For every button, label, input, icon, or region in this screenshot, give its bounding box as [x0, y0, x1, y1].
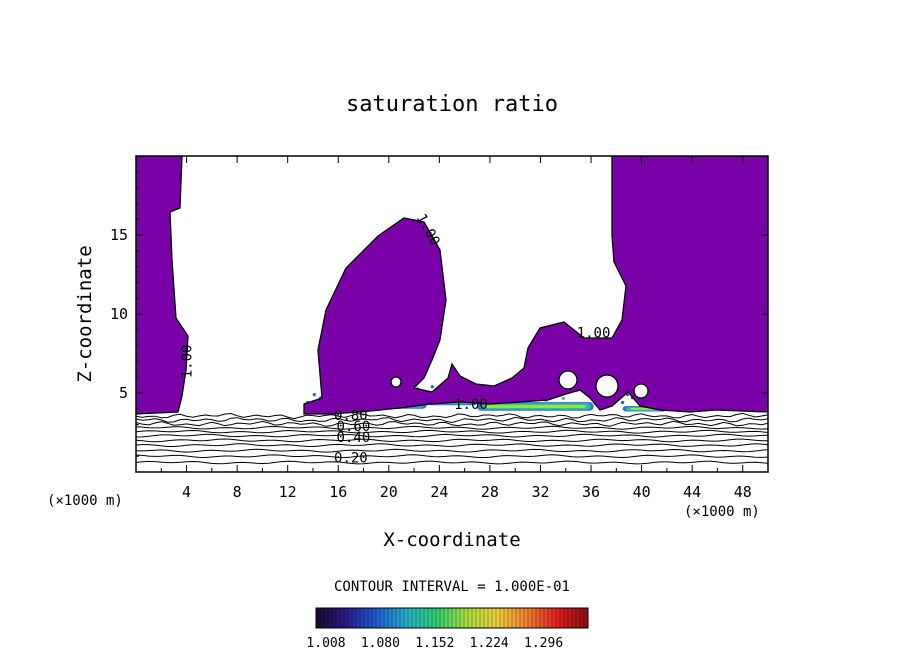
plot-area: 1.001.001.001.000.800.600.400.20 — [136, 156, 768, 467]
contour-line-6 — [136, 429, 768, 434]
colorbar-tick-label-4: 1.296 — [524, 636, 563, 651]
x-tick-label-5: 24 — [430, 483, 448, 501]
contour-label-5: 0.60 — [337, 419, 371, 435]
contour-line-3 — [136, 443, 768, 448]
chart-title: saturation ratio — [346, 92, 558, 117]
x-tick-label-0: 4 — [182, 483, 191, 501]
y-ticks: 5 10 15 — [110, 171, 768, 457]
x-tick-label-7: 32 — [531, 483, 549, 501]
colorbar: 1.008 1.080 1.152 1.224 1.296 — [306, 607, 589, 651]
y-tick-label-2: 15 — [110, 226, 128, 244]
contour-label-4: 0.80 — [334, 408, 368, 424]
saturation-band-4-3 — [484, 405, 586, 408]
contour-1-00-outlines — [136, 156, 768, 415]
saturation-speck — [430, 385, 434, 389]
contour-lines — [136, 412, 768, 465]
x-tick-label-1: 8 — [233, 483, 242, 501]
contour-label-6: 0.40 — [337, 430, 371, 446]
x-axis-title: X-coordinate — [383, 529, 520, 551]
colorbar-tick-label-2: 1.152 — [415, 636, 454, 651]
contour-line-0 — [136, 460, 768, 465]
saturation-speck — [561, 396, 565, 401]
contour-label-0: 1.00 — [180, 345, 196, 379]
x-tick-label-11: 48 — [734, 483, 752, 501]
x-tick-label-10: 44 — [683, 483, 701, 501]
contour-line-4 — [136, 438, 768, 443]
y-tick-label-0: 5 — [119, 384, 128, 402]
colorbar-stripes — [319, 608, 585, 628]
x-ticks: 4 8 12 16 20 24 28 32 36 40 44 48 — [160, 156, 752, 501]
contour-label-2: 1.00 — [577, 326, 611, 342]
contour-label-3: 1.00 — [454, 397, 488, 413]
saturation-speck — [312, 393, 316, 397]
contour-line-8 — [136, 420, 768, 427]
contour-line-7 — [136, 425, 768, 430]
x-unit-right: (×1000 m) — [684, 504, 760, 520]
colorbar-tick-label-1: 1.080 — [361, 636, 400, 651]
contour-interval-label: CONTOUR INTERVAL = 1.000E-01 — [334, 579, 570, 595]
x-tick-label-9: 40 — [633, 483, 651, 501]
x-tick-label-2: 12 — [279, 483, 297, 501]
x-unit-left: (×1000 m) — [47, 493, 123, 509]
contour-line-9 — [136, 416, 768, 424]
x-tick-label-3: 16 — [329, 483, 347, 501]
colorbar-ticks: 1.008 1.080 1.152 1.224 1.296 — [306, 636, 563, 651]
colorbar-tick-label-3: 1.224 — [470, 636, 509, 651]
colorbar-tick-label-0: 1.008 — [306, 636, 345, 651]
contour-line-10 — [136, 412, 768, 420]
x-tick-label-4: 20 — [380, 483, 398, 501]
x-tick-label-8: 36 — [582, 483, 600, 501]
y-tick-label-1: 10 — [110, 305, 128, 323]
contour-line-1 — [136, 454, 768, 459]
contour-line-2 — [136, 448, 768, 453]
contour-label-7: 0.20 — [334, 451, 368, 467]
x-tick-label-6: 28 — [481, 483, 499, 501]
saturation-speck — [621, 400, 625, 405]
y-axis-title: Z-coordinate — [74, 245, 96, 382]
contour-line-5 — [136, 433, 768, 438]
